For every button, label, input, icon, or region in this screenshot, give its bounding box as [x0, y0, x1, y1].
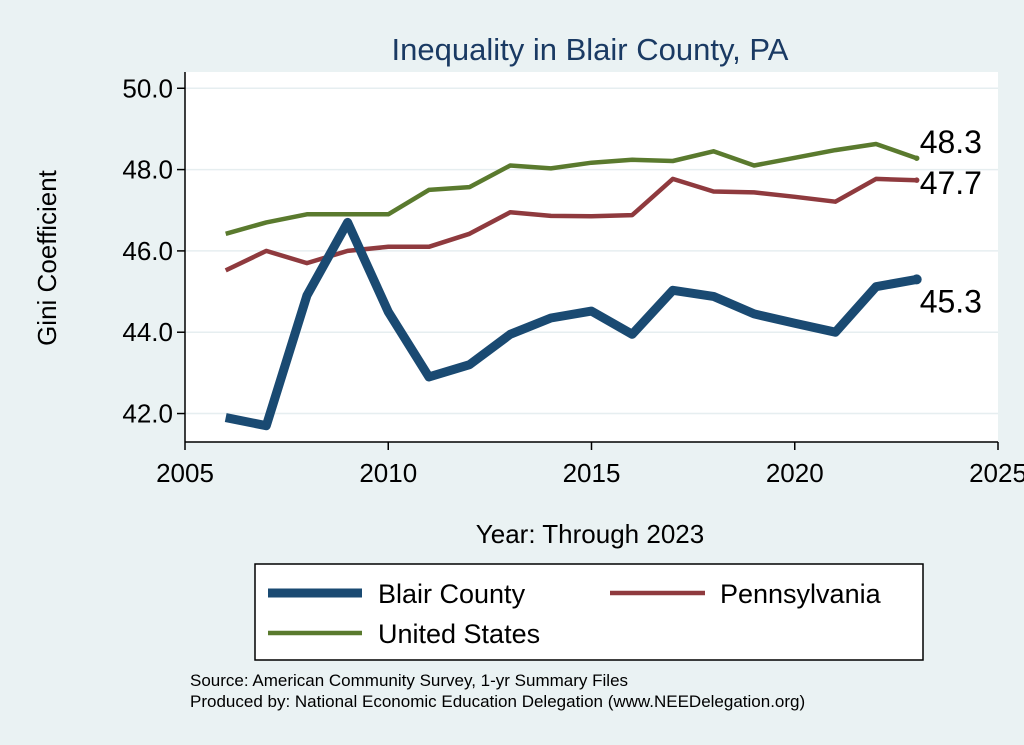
plot-area — [185, 72, 998, 442]
legend-box — [254, 563, 924, 661]
series-line-blair-county — [224, 217, 918, 431]
y-tick-label: 42.0 — [122, 399, 173, 429]
chart-title: Inequality in Blair County, PA — [392, 32, 789, 67]
end-label-pennsylvania: 47.7 — [920, 165, 982, 201]
y-tick-label: 44.0 — [122, 317, 173, 347]
y-tick-label: 46.0 — [122, 236, 173, 266]
end-label-blair-county: 45.3 — [920, 283, 982, 319]
source-note: Source: American Community Survey, 1-yr … — [190, 671, 628, 690]
end-value-labels: 48.3 47.7 45.3 — [920, 124, 982, 319]
gridlines — [185, 87, 998, 415]
x-axis-label: Year: Through 2023 — [476, 519, 704, 549]
legend: Blair County Pennsylvania United States — [254, 563, 924, 661]
x-tick-label: 2025 — [969, 458, 1024, 488]
series-line-united-states — [225, 141, 918, 236]
x-tick-label: 2005 — [156, 458, 214, 488]
x-axis-ticks: 2005 2010 2015 2020 2025 — [156, 442, 1024, 488]
end-label-united-states: 48.3 — [920, 124, 982, 160]
y-tick-label: 48.0 — [122, 155, 173, 185]
y-axis-label: Gini Coefficient — [32, 169, 62, 346]
x-tick-label: 2010 — [359, 458, 417, 488]
y-axis-ticks: 42.0 44.0 46.0 48.0 50.0 — [122, 73, 185, 429]
series-endpoint-pennsylvania — [913, 177, 920, 183]
series-endpoint-blair-county — [911, 274, 922, 285]
legend-label-blair-county: Blair County — [378, 579, 526, 609]
x-tick-label: 2015 — [563, 458, 621, 488]
x-tick-label: 2020 — [766, 458, 824, 488]
legend-label-pennsylvania: Pennsylvania — [720, 579, 882, 609]
produced-by-note: Produced by: National Economic Education… — [190, 692, 805, 711]
y-tick-label: 50.0 — [122, 73, 173, 103]
legend-label-united-states: United States — [378, 619, 540, 649]
series-endpoint-united-states — [913, 155, 920, 161]
series-lines — [224, 141, 922, 431]
series-line-pennsylvania — [224, 176, 917, 273]
